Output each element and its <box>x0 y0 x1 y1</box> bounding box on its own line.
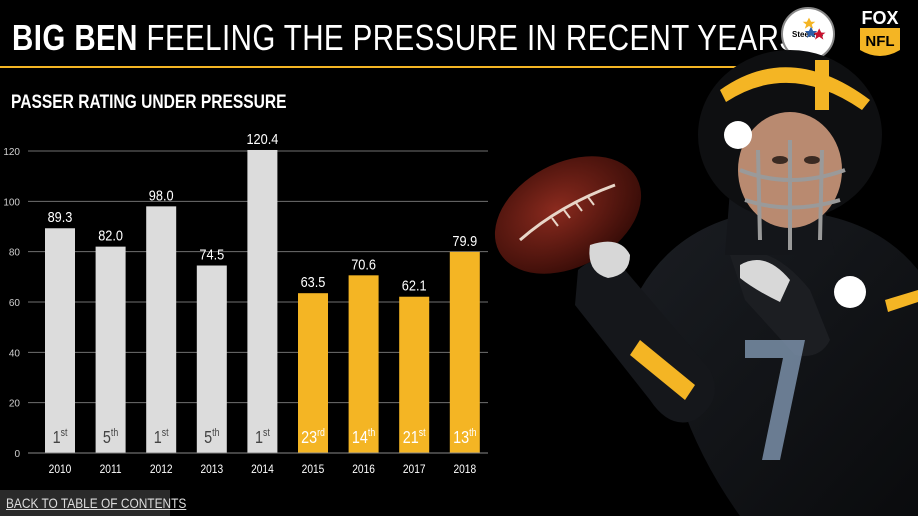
bar <box>247 149 278 453</box>
bar <box>399 296 430 453</box>
x-tick-label: 2018 <box>453 463 476 476</box>
x-tick-label: 2012 <box>150 463 173 476</box>
data-label: 63.5 <box>301 273 326 290</box>
x-tick-label: 2016 <box>352 463 375 476</box>
y-tick-label: 120 <box>3 147 20 158</box>
data-label: 98.0 <box>149 186 174 203</box>
title-rest: FEELING THE PRESSURE IN RECENT YEARS <box>146 17 800 58</box>
data-label: 70.6 <box>351 255 376 272</box>
rank-label: 13th <box>453 427 476 447</box>
rank-label: 1st <box>255 427 270 447</box>
bar <box>196 265 227 453</box>
bar <box>348 275 379 453</box>
bar <box>449 251 480 453</box>
rank-label: 5th <box>103 427 118 447</box>
rank-label: 14th <box>352 427 375 447</box>
y-tick-label: 100 <box>3 197 20 208</box>
y-tick-label: 0 <box>14 449 20 460</box>
passer-rating-chart: 0 20 40 60 80 100 120 89.3 2010 1st 82.0 2011 5th 98.… <box>3 130 488 476</box>
header: BIG BEN FEELING THE PRESSURE IN RECENT Y… <box>0 0 918 68</box>
fox-logo-text: FOX <box>861 8 898 28</box>
back-to-contents-button[interactable]: BACK TO TABLE OF CONTENTS <box>0 490 186 516</box>
bar <box>45 228 75 453</box>
x-tick-label: 2015 <box>302 463 325 476</box>
data-label: 89.3 <box>48 208 73 225</box>
bar <box>95 246 126 453</box>
page-title: BIG BEN FEELING THE PRESSURE IN RECENT Y… <box>12 14 799 62</box>
data-label: 82.0 <box>98 227 123 244</box>
y-tick-label: 40 <box>9 348 21 359</box>
quarterback-photo <box>494 50 918 516</box>
rank-label: 23rd <box>301 427 325 447</box>
bar <box>146 206 177 453</box>
data-label: 120.4 <box>246 130 278 147</box>
steelers-logo-text: Steelers <box>792 30 824 39</box>
x-tick-label: 2017 <box>403 463 426 476</box>
y-tick-label: 20 <box>9 399 21 410</box>
data-label: 79.9 <box>452 232 477 249</box>
rank-label: 5th <box>204 427 219 447</box>
fox-nfl-logo-icon: FOX NFL <box>860 8 900 56</box>
rank-label: 1st <box>53 427 68 447</box>
data-label: 62.1 <box>402 277 427 294</box>
y-tick-label: 60 <box>9 298 21 309</box>
x-tick-label: 2010 <box>49 463 72 476</box>
steelers-logo-icon: Steelers <box>781 7 835 61</box>
back-to-contents-label: BACK TO TABLE OF CONTENTS <box>6 495 187 511</box>
nfl-logo-text: NFL <box>865 33 894 50</box>
title-bold: BIG BEN <box>12 17 138 58</box>
data-label: 74.5 <box>199 246 224 263</box>
x-tick-label: 2014 <box>251 463 274 476</box>
header-divider <box>0 66 760 68</box>
x-tick-label: 2013 <box>200 463 223 476</box>
rank-label: 1st <box>154 427 169 447</box>
rank-label: 21st <box>403 427 426 447</box>
bar <box>298 293 328 453</box>
chart-title: PASSER RATING UNDER PRESSURE <box>11 92 287 113</box>
y-tick-label: 80 <box>9 248 21 259</box>
x-tick-label: 2011 <box>100 463 122 476</box>
